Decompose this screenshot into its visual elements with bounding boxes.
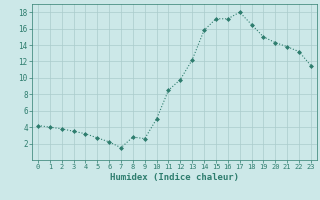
X-axis label: Humidex (Indice chaleur): Humidex (Indice chaleur): [110, 173, 239, 182]
